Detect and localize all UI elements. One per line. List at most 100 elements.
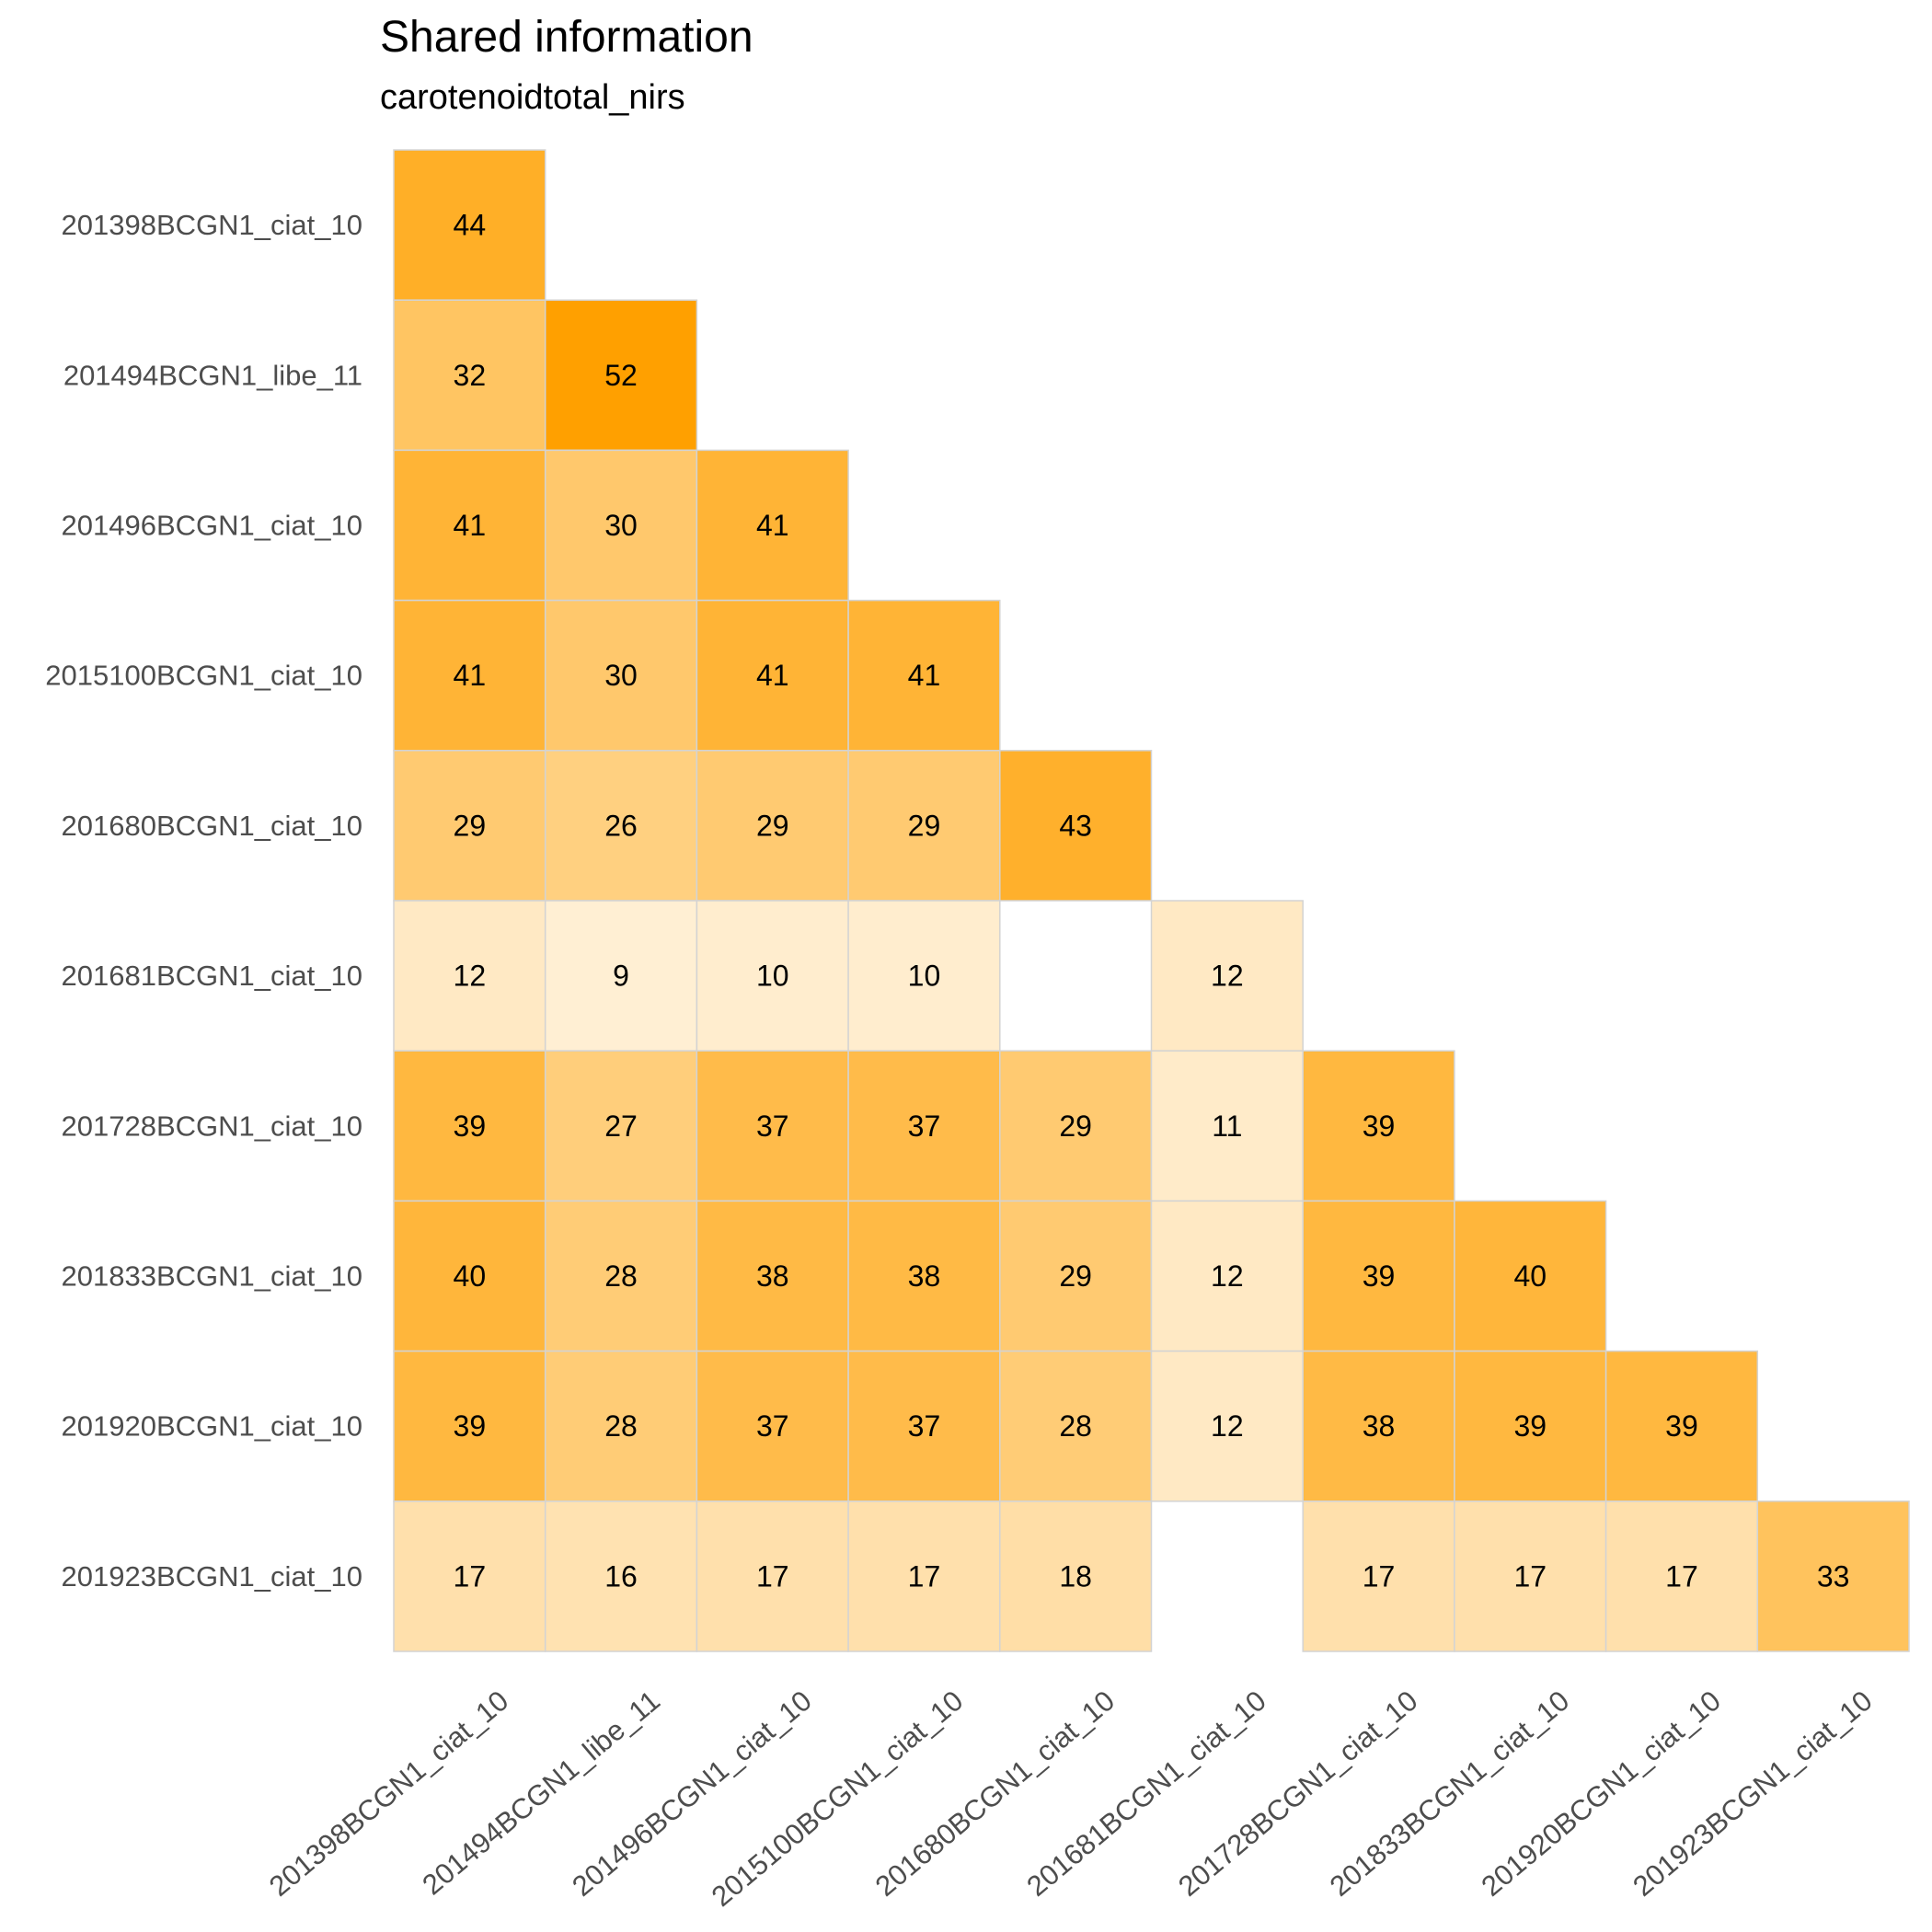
x-axis-tick-labels: 201398BCGN1_ciat_10201494BCGN1_libe_1120…: [263, 1685, 1879, 1913]
heatmap-cell: [544, 599, 698, 752]
cell-value-label: 40: [1513, 1259, 1547, 1293]
x-tick-label: 201680BCGN1_ciat_10: [869, 1685, 1121, 1903]
heatmap-cell: [847, 1350, 1001, 1502]
x-tick-label: 201833BCGN1_ciat_10: [1324, 1685, 1575, 1903]
cell-value-label: 29: [1059, 1110, 1092, 1143]
y-tick-label: 201923BCGN1_ciat_10: [62, 1560, 362, 1593]
heatmap-cell: [393, 900, 546, 1052]
heatmap-cell: [1150, 1350, 1304, 1502]
cell-value-label: 29: [454, 809, 487, 842]
cell-value-label: 44: [454, 209, 487, 242]
cell-value-label: 28: [604, 1409, 638, 1443]
cell-value-label: 39: [1665, 1409, 1698, 1443]
cell-value-label: 38: [1363, 1409, 1396, 1443]
chart-title: Shared information: [380, 13, 753, 62]
y-tick-label: 201496BCGN1_ciat_10: [62, 510, 362, 542]
heatmap-cell: [847, 900, 1001, 1052]
cell-value-label: 29: [1059, 1259, 1092, 1293]
cell-value-label: 28: [1059, 1409, 1092, 1443]
x-tick-label: 2015100BCGN1_ciat_10: [706, 1685, 970, 1913]
cell-value-label: 41: [756, 509, 789, 542]
heatmap-cell: [696, 750, 849, 902]
y-tick-label: 201920BCGN1_ciat_10: [62, 1410, 362, 1443]
cell-value-label: 12: [1211, 960, 1244, 993]
cell-value-label: 17: [908, 1559, 941, 1593]
cell-value-label: 32: [454, 359, 487, 392]
x-tick-label: 201398BCGN1_ciat_10: [263, 1685, 514, 1903]
cell-value-label: 41: [454, 509, 487, 542]
y-tick-label: 201833BCGN1_ciat_10: [62, 1260, 362, 1293]
heatmap-cell: [393, 1350, 546, 1502]
x-tick-label: 201496BCGN1_ciat_10: [566, 1685, 817, 1903]
heatmap-cell: [544, 900, 698, 1052]
cell-value-label: 18: [1059, 1559, 1092, 1593]
cell-value-label: 27: [604, 1110, 638, 1143]
y-axis-tick-labels: 201398BCGN1_ciat_10 201494BCGN1_libe_11 20…: [45, 209, 362, 1593]
y-tick-label: 201728BCGN1_ciat_10: [62, 1110, 362, 1142]
cell-value-label: 10: [908, 960, 941, 993]
cell-value-label: 9: [613, 960, 629, 993]
cell-value-label: 41: [756, 659, 789, 692]
heatmap-cell: [393, 1200, 546, 1352]
y-tick-label: 201494BCGN1_libe_11: [63, 359, 362, 391]
heatmap-cell: [393, 149, 546, 301]
heatmap-cell: [544, 299, 698, 452]
cell-value-label: 26: [604, 809, 638, 842]
heatmap-cell: [999, 1050, 1153, 1202]
cell-value-label: 37: [908, 1409, 941, 1443]
heatmap-cell: [696, 1350, 849, 1502]
heatmap-cell: [1302, 1050, 1455, 1202]
cell-value-label: 17: [1665, 1559, 1698, 1593]
x-tick-label: 201728BCGN1_ciat_10: [1172, 1685, 1423, 1903]
cell-value-label: 33: [1817, 1559, 1850, 1593]
cell-value-label: 11: [1212, 1110, 1242, 1143]
cell-value-label: 37: [908, 1110, 941, 1143]
heatmap-cell: [393, 1050, 546, 1202]
heatmap-cell: [696, 449, 849, 602]
heatmap-cell: [544, 750, 698, 902]
heatmap-cell: [1302, 1350, 1455, 1502]
cell-value-label: 39: [1363, 1110, 1396, 1143]
cell-value-label: 37: [756, 1110, 789, 1143]
y-tick-label: 201681BCGN1_ciat_10: [62, 960, 362, 992]
x-tick-label: 201681BCGN1_ciat_10: [1020, 1685, 1271, 1903]
heatmap-cell: [1604, 1350, 1759, 1502]
heatmap-cell: [847, 1501, 1001, 1652]
cell-value-label: 12: [454, 960, 487, 993]
x-tick-label: 201920BCGN1_ciat_10: [1476, 1685, 1727, 1903]
cell-value-label: 17: [1363, 1559, 1396, 1593]
cell-value-label: 30: [604, 509, 638, 542]
cell-value-label: 17: [1513, 1559, 1547, 1593]
heatmap-cell: [544, 1050, 698, 1202]
x-tick-label: 201923BCGN1_ciat_10: [1627, 1685, 1878, 1903]
heatmap-cell: [847, 599, 1001, 752]
cell-value-label: 10: [756, 960, 789, 993]
heatmap-cell: [393, 1501, 546, 1652]
cell-value-label: 38: [756, 1259, 789, 1293]
heatmap-cell: [544, 449, 698, 602]
heatmap-cell: [999, 750, 1153, 902]
heatmap-cell: [847, 750, 1001, 902]
cell-value-label: 28: [604, 1259, 638, 1293]
heatmap-cell: [544, 1200, 698, 1352]
cell-value-label: 39: [1513, 1409, 1547, 1443]
heatmap-cell: [1756, 1501, 1910, 1652]
heatmap-cell: [544, 1501, 698, 1652]
heatmap-cell: [1302, 1501, 1455, 1652]
chart-subtitle: carotenoidtotal_nirs: [380, 78, 685, 117]
cell-value-label: 12: [1211, 1409, 1244, 1443]
cell-value-label: 29: [908, 809, 941, 842]
heatmap-cell: [696, 1050, 849, 1202]
cell-value-label: 41: [908, 659, 941, 692]
cell-value-label: 17: [756, 1559, 789, 1593]
heatmap-cell: [393, 449, 546, 602]
cell-value-label: 43: [1059, 809, 1092, 842]
heatmap-cell: [999, 1350, 1153, 1502]
heatmap-cell: [999, 1501, 1153, 1652]
heatmap-cell: [1454, 1350, 1607, 1502]
cell-value-label: 30: [604, 659, 638, 692]
cell-value-label: 12: [1211, 1259, 1244, 1293]
cell-value-label: 17: [454, 1559, 487, 1593]
